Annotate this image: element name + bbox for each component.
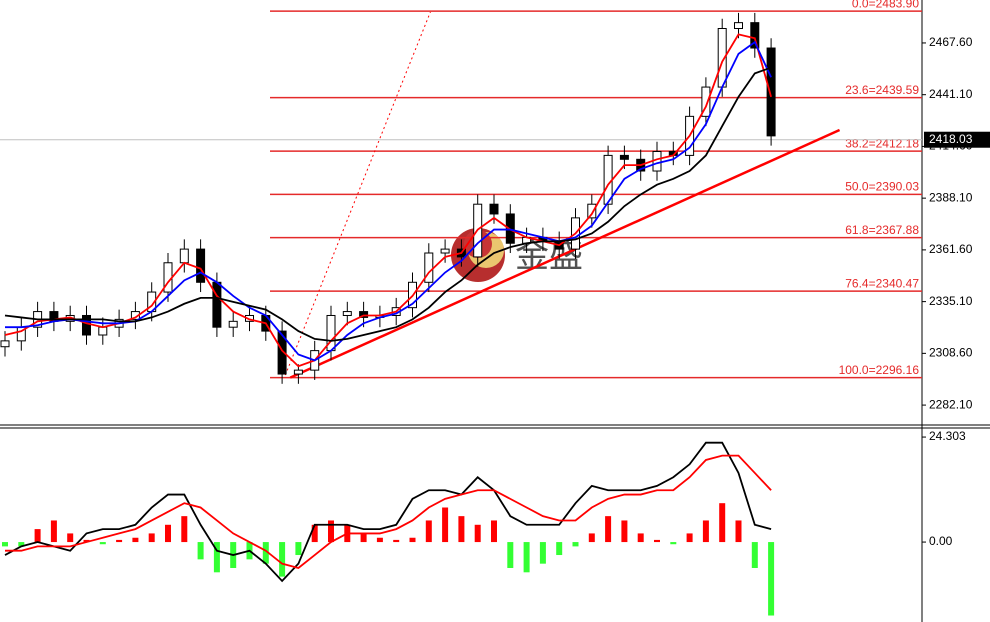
- histogram-bar: [262, 542, 269, 564]
- histogram-bar: [116, 539, 123, 543]
- histogram-bar: [148, 533, 155, 543]
- indicator-line: [4, 441, 772, 583]
- candle-body: [489, 203, 499, 215]
- indicator-line: [5, 454, 772, 569]
- fib-label: 50.0=2390.03: [845, 180, 919, 194]
- histogram-bar: [474, 524, 481, 543]
- fib-label: 76.4=2340.47: [845, 276, 919, 290]
- histogram-bar: [442, 507, 449, 543]
- histogram-bar: [621, 520, 628, 543]
- candle-body: [82, 314, 91, 336]
- candle-body: [212, 281, 222, 328]
- last-price-label: 2418.03: [929, 132, 973, 146]
- histogram-bar: [83, 539, 90, 543]
- candle-body: [293, 369, 303, 375]
- histogram-bar: [654, 539, 660, 543]
- histogram-bar: [99, 542, 106, 545]
- histogram-bar: [572, 542, 579, 547]
- candle-body: [734, 22, 743, 30]
- candle-body: [359, 311, 369, 318]
- histogram-bar: [197, 542, 204, 560]
- histogram-bar: [18, 542, 25, 547]
- y-tick-label: 0.00: [929, 534, 953, 548]
- histogram-bar: [751, 542, 758, 568]
- histogram-bar: [719, 503, 726, 543]
- candle-body: [0, 340, 10, 348]
- fib-label: 100.0=2296.16: [839, 363, 920, 377]
- histogram-bar: [376, 537, 383, 543]
- histogram-bar: [768, 542, 775, 616]
- fib-label: 61.8=2367.88: [845, 223, 919, 237]
- histogram-bar: [181, 516, 188, 543]
- histogram-bar: [491, 520, 497, 543]
- candle-body: [179, 248, 189, 264]
- candle-body: [342, 311, 352, 316]
- histogram-bar: [735, 520, 742, 543]
- last-price-box: [924, 131, 990, 148]
- candle-body: [750, 22, 760, 49]
- y-tick-label: 2335.10: [929, 294, 973, 308]
- y-tick-label: 2282.10: [929, 397, 973, 411]
- candle-body: [196, 248, 206, 283]
- y-tick-label: 2308.60: [929, 346, 973, 360]
- candle-body: [766, 47, 776, 137]
- candle-body: [587, 203, 597, 219]
- histogram-bar: [637, 533, 644, 543]
- histogram-bar: [605, 516, 612, 543]
- histogram-bar: [556, 542, 563, 556]
- candle-body: [440, 248, 450, 254]
- candle-body: [228, 320, 238, 328]
- histogram-bar: [523, 542, 530, 573]
- histogram-bar: [686, 533, 693, 543]
- histogram-bar: [295, 542, 302, 556]
- fib-label: 23.6=2439.59: [845, 83, 919, 97]
- histogram-bar: [50, 520, 57, 543]
- histogram-bar: [165, 524, 171, 543]
- indicator-line: [4, 33, 772, 368]
- y-tick-label: 2441.10: [929, 87, 973, 101]
- histogram-bar: [67, 533, 74, 543]
- fib-label: 38.2=2412.18: [845, 136, 919, 150]
- histogram-bar: [213, 542, 220, 573]
- fib-label: 0.0=2483.90: [852, 0, 919, 10]
- histogram-bar: [588, 533, 595, 543]
- histogram-bar: [539, 542, 546, 564]
- histogram-bar: [279, 542, 286, 577]
- histogram-bar: [34, 529, 41, 543]
- histogram-bar: [328, 520, 334, 543]
- histogram-bar: [425, 520, 432, 543]
- histogram-bar: [507, 542, 514, 568]
- histogram-bar: [393, 539, 400, 543]
- trend-line: [289, 128, 841, 379]
- y-tick-label: 24.303: [929, 429, 966, 443]
- histogram-bar: [670, 542, 677, 545]
- histogram-bar: [311, 524, 318, 543]
- histogram-bar: [702, 520, 709, 543]
- candle-body: [98, 326, 108, 336]
- candle-body: [619, 154, 629, 160]
- histogram-bar: [2, 542, 8, 547]
- histogram-bar: [458, 516, 465, 543]
- y-tick-label: 2361.60: [929, 242, 973, 256]
- histogram-bar: [409, 537, 416, 543]
- y-tick-label: 2388.10: [929, 190, 973, 204]
- candle-body: [701, 86, 711, 117]
- histogram-bar: [360, 533, 367, 543]
- trend-line: [284, 11, 431, 376]
- indicator-line: [4, 66, 772, 342]
- candle-body: [277, 330, 287, 375]
- y-tick-label: 2467.60: [929, 35, 973, 49]
- histogram-bar: [132, 537, 139, 543]
